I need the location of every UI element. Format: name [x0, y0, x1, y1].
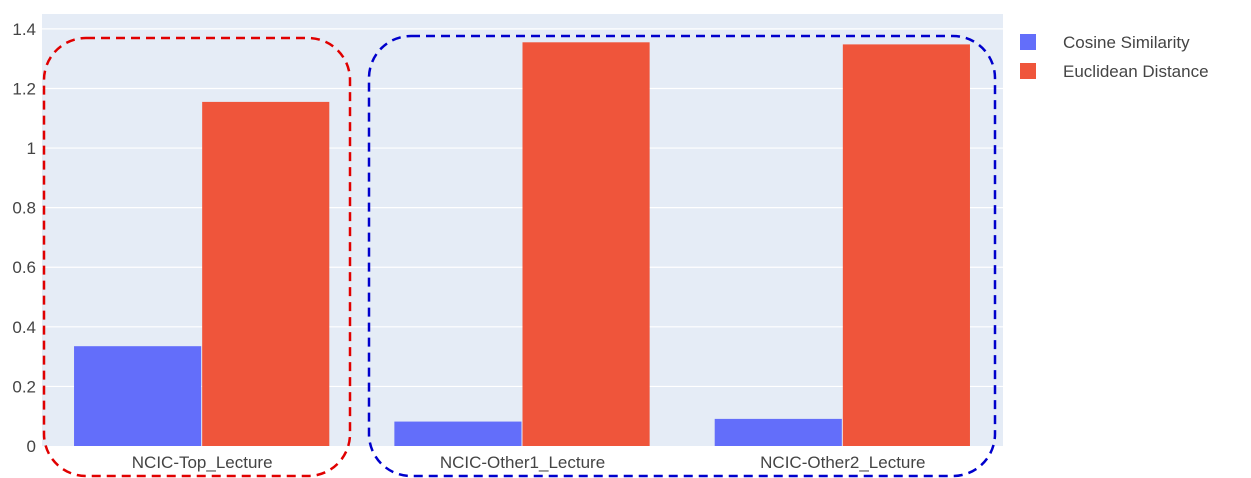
y-tick-label: 1.4: [12, 20, 36, 39]
y-tick-label: 0.8: [12, 199, 36, 218]
legend[interactable]: Cosine Similarity Euclidean Distance: [1020, 33, 1209, 81]
bars: [74, 42, 970, 447]
y-tick-label: 1: [27, 139, 36, 158]
legend-item[interactable]: Euclidean Distance: [1020, 62, 1209, 81]
y-axis-ticks: 0 0.2 0.4 0.6 0.8 1 1.2 1.4: [12, 20, 36, 456]
x-axis-labels: NCIC-Top_Lecture NCIC-Other1_Lecture NCIC-…: [132, 453, 926, 472]
y-tick-label: 0.4: [12, 318, 36, 337]
y-tick-label: 0.6: [12, 258, 36, 277]
annotation-box-1: [42, 36, 352, 478]
y-tick-label: 0.2: [12, 377, 36, 396]
x-category-label: NCIC-Top_Lecture: [132, 453, 273, 472]
bar-euclidean-distance-1[interactable]: [522, 42, 650, 447]
legend-label: Euclidean Distance: [1063, 62, 1209, 81]
bar-cosine-similarity-1[interactable]: [394, 421, 522, 446]
x-category-label: NCIC-Other1_Lecture: [440, 453, 605, 472]
bar-cosine-similarity-2[interactable]: [714, 418, 842, 446]
bar-cosine-similarity-0[interactable]: [74, 346, 202, 446]
annotation-box-2: [367, 34, 997, 478]
legend-label: Cosine Similarity: [1063, 33, 1190, 52]
bar-euclidean-distance-0[interactable]: [202, 101, 330, 447]
legend-item[interactable]: Cosine Similarity: [1020, 33, 1190, 52]
legend-swatch: [1020, 63, 1036, 79]
legend-swatch: [1020, 34, 1036, 50]
y-tick-label: 0: [27, 437, 36, 456]
bar-euclidean-distance-2[interactable]: [842, 44, 970, 446]
x-category-label: NCIC-Other2_Lecture: [760, 453, 925, 472]
annotation-boxes: [42, 34, 997, 478]
y-tick-label: 1.2: [12, 79, 36, 98]
